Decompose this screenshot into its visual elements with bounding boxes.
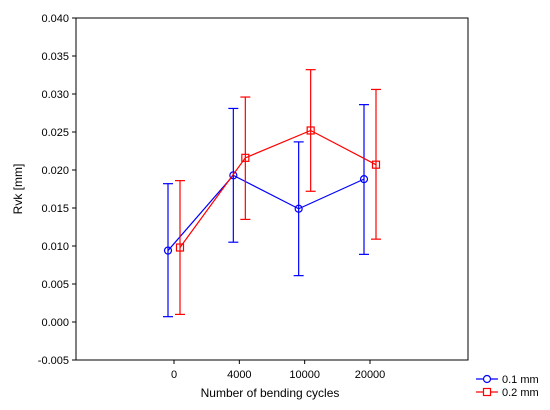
y-tick-label: 0.030 <box>41 89 69 101</box>
series-1 <box>175 69 381 315</box>
y-axis-label: Rvk [mm] <box>11 164 25 215</box>
y-tick-label: 0.010 <box>41 241 69 253</box>
y-tick-label: 0.020 <box>41 165 69 177</box>
series-0 <box>163 104 369 318</box>
data-point <box>229 171 238 180</box>
series-line <box>167 174 365 251</box>
y-tick-label: 0.040 <box>41 13 69 25</box>
y-tick-label: 0.000 <box>41 317 69 329</box>
legend-label: 0.1 mm <box>502 374 539 386</box>
x-tick-label: 4000 <box>227 369 251 381</box>
legend-label: 0.2 mm <box>502 387 539 399</box>
x-axis: 0 4000 10000 20000 <box>171 360 385 381</box>
y-axis: -0.005 0.000 0.005 0.010 0.015 0.020 0.025 0.03… <box>38 13 76 367</box>
y-tick-label: 0.015 <box>41 203 69 215</box>
data-point <box>294 204 303 213</box>
data-point <box>371 160 381 169</box>
series-layer <box>163 69 381 318</box>
plot-area <box>75 17 469 361</box>
x-axis-label: Number of bending cycles <box>201 386 340 400</box>
legend-marker <box>482 374 492 384</box>
x-tick-label: 0 <box>171 369 177 381</box>
data-point <box>306 126 315 135</box>
x-tick-label: 20000 <box>355 369 386 381</box>
data-point <box>359 175 369 184</box>
y-tick-label: 0.035 <box>41 51 69 63</box>
legend-marker <box>482 387 492 397</box>
data-point <box>163 246 173 255</box>
y-tick-label: -0.005 <box>38 355 69 367</box>
y-tick-label: 0.005 <box>41 279 69 291</box>
data-point <box>175 243 185 252</box>
series-line <box>179 129 377 248</box>
x-tick-label: 10000 <box>289 369 320 381</box>
data-point <box>241 153 250 162</box>
legend: 0.1 mm0.2 mm <box>476 374 539 399</box>
y-tick-label: 0.025 <box>41 127 69 139</box>
